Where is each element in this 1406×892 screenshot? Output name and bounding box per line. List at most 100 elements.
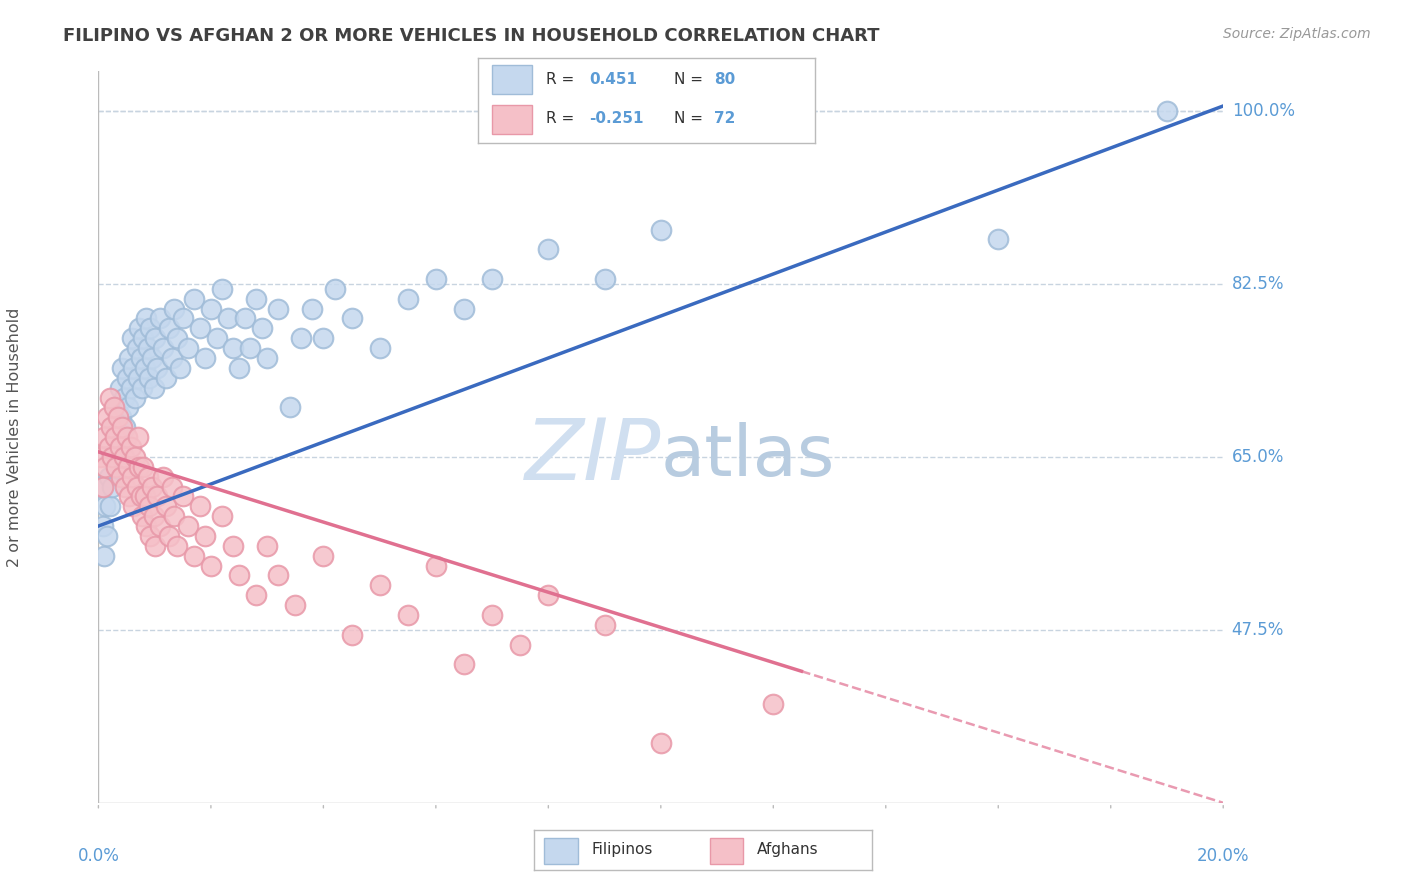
Text: atlas: atlas [661, 422, 835, 491]
Point [98, 391, 121, 405]
Point [117, 401, 139, 415]
Point [101, 450, 124, 464]
Point [138, 371, 160, 385]
Point [122, 500, 145, 514]
Point [124, 391, 146, 405]
Text: 100.0%: 100.0% [1232, 102, 1295, 120]
Text: R =: R = [546, 112, 579, 127]
Point [93, 549, 115, 563]
Point [762, 697, 785, 711]
Point [136, 469, 159, 483]
Point [114, 420, 136, 434]
Point [93, 430, 115, 444]
Text: -0.251: -0.251 [589, 112, 644, 127]
Point [267, 301, 290, 316]
Point [131, 381, 153, 395]
Point [110, 410, 132, 425]
Text: Source: ZipAtlas.com: Source: ZipAtlas.com [1223, 27, 1371, 41]
Point [141, 351, 163, 365]
Point [121, 331, 143, 345]
Point [509, 638, 531, 652]
Point [100, 450, 122, 464]
Point [160, 479, 183, 493]
Point [132, 331, 155, 345]
Point [91, 519, 114, 533]
Point [157, 321, 180, 335]
Point [115, 371, 138, 385]
Point [396, 292, 419, 306]
Point [127, 430, 149, 444]
Point [250, 321, 273, 335]
Point [200, 558, 222, 573]
Point [323, 282, 346, 296]
Point [146, 489, 169, 503]
Point [136, 341, 159, 355]
Point [155, 500, 177, 514]
Point [211, 509, 233, 524]
Point [146, 360, 169, 375]
Point [172, 311, 194, 326]
Point [453, 301, 475, 316]
Point [650, 737, 672, 751]
Point [111, 360, 134, 375]
Point [155, 371, 177, 385]
Point [124, 450, 146, 464]
Point [157, 529, 180, 543]
Point [396, 607, 419, 622]
Point [112, 391, 135, 405]
Point [194, 529, 217, 543]
Point [120, 440, 142, 454]
Point [108, 440, 131, 454]
Point [425, 558, 447, 573]
Point [97, 469, 120, 483]
Point [131, 509, 153, 524]
Point [163, 509, 186, 524]
Point [177, 519, 200, 533]
Point [135, 311, 157, 326]
FancyBboxPatch shape [492, 65, 531, 95]
Point [593, 272, 616, 286]
Point [117, 459, 139, 474]
Point [267, 568, 290, 582]
Point [118, 351, 141, 365]
Point [177, 341, 200, 355]
Point [228, 360, 250, 375]
Point [104, 430, 127, 444]
Point [188, 500, 211, 514]
Point [149, 311, 172, 326]
Point [481, 272, 503, 286]
Text: FILIPINO VS AFGHAN 2 OR MORE VEHICLES IN HOUSEHOLD CORRELATION CHART: FILIPINO VS AFGHAN 2 OR MORE VEHICLES IN… [63, 27, 880, 45]
Point [115, 430, 138, 444]
Point [143, 539, 166, 553]
Point [110, 469, 132, 483]
Point [129, 489, 152, 503]
Text: N =: N = [673, 71, 707, 87]
Point [90, 479, 112, 493]
Point [183, 292, 205, 306]
Point [121, 469, 143, 483]
Point [103, 420, 125, 434]
Point [256, 539, 278, 553]
Point [340, 628, 363, 642]
Point [128, 321, 150, 335]
Point [183, 549, 205, 563]
Point [284, 598, 307, 612]
Point [141, 479, 163, 493]
Point [340, 311, 363, 326]
Point [194, 351, 217, 365]
Point [125, 479, 148, 493]
Point [188, 321, 211, 335]
Text: 65.0%: 65.0% [1232, 448, 1284, 466]
Text: 80: 80 [714, 71, 735, 87]
Point [537, 588, 560, 602]
Point [111, 420, 134, 434]
Point [481, 607, 503, 622]
Point [152, 341, 174, 355]
Point [160, 351, 183, 365]
Point [278, 401, 301, 415]
Point [152, 469, 174, 483]
Point [114, 479, 136, 493]
Point [104, 450, 127, 464]
Point [245, 588, 267, 602]
Point [290, 331, 312, 345]
